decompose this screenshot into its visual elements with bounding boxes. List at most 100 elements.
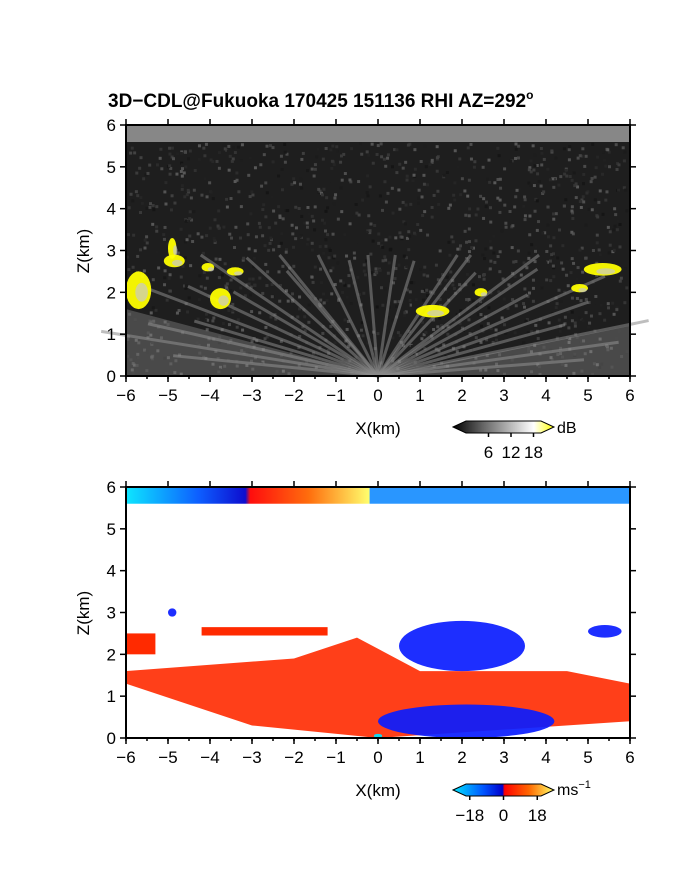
backscatter-noise-pixel <box>320 191 324 195</box>
backscatter-noise-pixel <box>217 151 221 155</box>
backscatter-noise-pixel <box>400 237 404 241</box>
backscatter-noise-pixel <box>567 148 571 152</box>
backscatter-noise-pixel <box>563 172 567 176</box>
backscatter-noise-pixel <box>229 339 233 343</box>
backscatter-noise-pixel <box>582 182 586 186</box>
backscatter-noise-pixel <box>572 371 576 375</box>
backscatter-noise-pixel <box>540 151 544 155</box>
backscatter-noise-pixel <box>144 173 148 177</box>
backscatter-noise-pixel <box>268 241 272 245</box>
backscatter-noise-pixel <box>239 205 243 209</box>
backscatter-noise-pixel <box>390 186 394 190</box>
backscatter-noise-pixel <box>514 195 518 199</box>
backscatter-noise-pixel <box>139 156 143 160</box>
backscatter-noise-pixel <box>606 348 610 352</box>
backscatter-noise-pixel <box>597 248 601 252</box>
backscatter-noise-pixel <box>608 165 612 169</box>
backscatter-noise-pixel <box>319 267 323 271</box>
backscatter-noise-pixel <box>405 174 409 178</box>
backscatter-noise-pixel <box>168 164 172 168</box>
backscatter-noise-pixel <box>615 308 619 312</box>
backscatter-noise-pixel <box>556 353 560 357</box>
backscatter-noise-pixel <box>211 319 215 323</box>
backscatter-noise-pixel <box>618 223 622 227</box>
backscatter-noise-pixel <box>205 276 209 280</box>
backscatter-noise-pixel <box>247 173 251 177</box>
backscatter-noise-pixel <box>594 294 598 298</box>
backscatter-noise-pixel <box>510 246 514 250</box>
backscatter-noise-pixel <box>217 341 221 345</box>
backscatter-noise-pixel <box>145 369 149 373</box>
backscatter-noise-pixel <box>595 261 599 265</box>
velocity-y-ticks: 0 1 2 3 4 5 6 <box>107 478 636 748</box>
backscatter-noise-pixel <box>223 147 227 151</box>
backscatter-noise-pixel <box>582 200 586 204</box>
backscatter-noise-pixel <box>381 259 385 263</box>
backscatter-noise-pixel <box>574 196 578 200</box>
backscatter-noise-pixel <box>249 212 253 216</box>
velocity-negative-region <box>168 608 177 617</box>
backscatter-noise-pixel <box>450 235 454 239</box>
backscatter-noise-pixel <box>571 211 575 215</box>
backscatter-noise-pixel <box>340 210 344 214</box>
backscatter-fan-ray <box>316 254 380 377</box>
backscatter-noise-pixel <box>487 158 491 162</box>
backscatter-noise-pixel <box>589 314 593 318</box>
backscatter-noise-pixel <box>339 279 343 283</box>
backscatter-noise-pixel <box>143 246 147 250</box>
backscatter-noise-pixel <box>567 340 571 344</box>
backscatter-noise-pixel <box>291 292 295 296</box>
backscatter-noise-pixel <box>332 163 336 167</box>
backscatter-noise-pixel <box>472 165 476 169</box>
backscatter-noise-pixel <box>126 354 130 358</box>
backscatter-cloud-core <box>218 295 229 306</box>
backscatter-noise-pixel <box>169 362 173 366</box>
backscatter-noise-pixel <box>197 343 201 347</box>
backscatter-noise-pixel <box>299 177 303 181</box>
backscatter-noise-pixel <box>578 248 582 252</box>
backscatter-noise-pixel <box>142 269 146 273</box>
backscatter-noise-pixel <box>346 319 350 323</box>
backscatter-noise-pixel <box>200 193 204 197</box>
backscatter-fan-ray <box>376 271 477 378</box>
backscatter-noise-pixel <box>209 158 213 162</box>
backscatter-noise-pixel <box>453 198 457 202</box>
backscatter-noise-pixel <box>239 236 243 240</box>
backscatter-noise-pixel <box>296 315 300 319</box>
backscatter-noise-pixel <box>185 193 189 197</box>
backscatter-noise-pixel <box>560 362 564 366</box>
backscatter-noise-pixel <box>442 173 446 177</box>
backscatter-y-tick-label: 5 <box>107 158 116 177</box>
backscatter-noise-pixel <box>361 334 365 338</box>
backscatter-noise-pixel <box>298 235 302 239</box>
backscatter-noise-pixel <box>248 293 252 297</box>
backscatter-noise-pixel <box>200 235 204 239</box>
backscatter-noise-pixel <box>540 286 544 290</box>
backscatter-noise-pixel <box>155 163 159 167</box>
backscatter-noise-pixel <box>527 346 531 350</box>
backscatter-noise-pixel <box>400 235 404 239</box>
backscatter-noise-pixel <box>484 247 488 251</box>
backscatter-noise-pixel <box>311 280 315 284</box>
backscatter-noise-pixel <box>167 276 171 280</box>
backscatter-noise-pixel <box>231 310 235 314</box>
backscatter-noise-pixel <box>534 323 538 327</box>
backscatter-noise-pixel <box>182 171 186 175</box>
backscatter-noise-pixel <box>432 328 436 332</box>
backscatter-noise-pixel <box>365 230 369 234</box>
backscatter-noise-pixel <box>225 288 229 292</box>
backscatter-noise-pixel <box>199 285 203 289</box>
backscatter-noise-pixel <box>305 225 309 229</box>
backscatter-noise-pixel <box>239 286 243 290</box>
backscatter-fan-ray <box>376 254 397 377</box>
backscatter-noise-pixel <box>423 210 427 214</box>
backscatter-noise-pixel <box>222 225 226 229</box>
backscatter-noise-pixel <box>510 358 514 362</box>
backscatter-noise-pixel <box>267 226 271 230</box>
backscatter-noise-pixel <box>540 163 544 167</box>
backscatter-noise-pixel <box>155 229 159 233</box>
backscatter-noise-pixel <box>193 169 197 173</box>
velocity-colorbar-unit-base: ms <box>557 782 578 799</box>
backscatter-noise-pixel <box>412 281 416 285</box>
backscatter-cloud-core <box>596 268 616 275</box>
